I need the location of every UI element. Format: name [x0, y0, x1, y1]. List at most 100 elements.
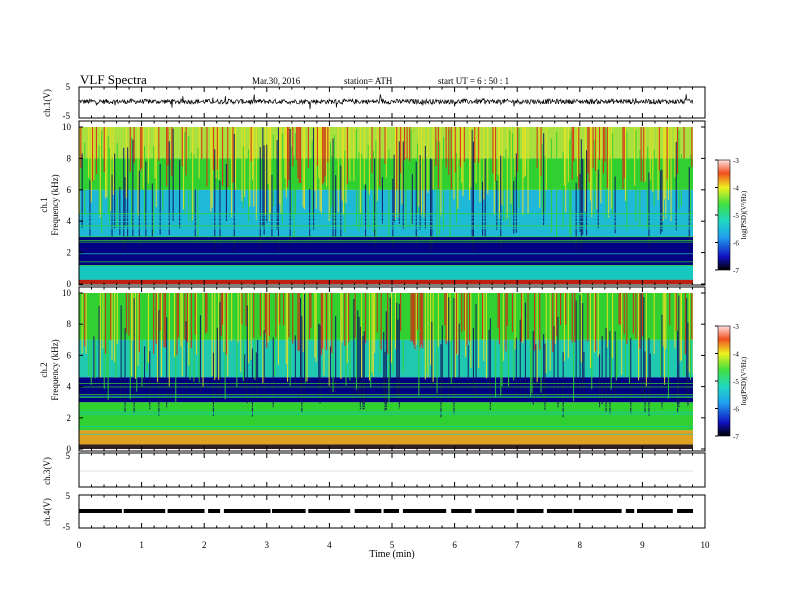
spec-streak [619, 293, 621, 325]
spec-streak [374, 158, 376, 247]
spec-streak [424, 145, 426, 230]
spec-streak [435, 127, 437, 167]
spec-streak [580, 139, 582, 249]
spec-streak [680, 293, 682, 361]
spec-streak [493, 127, 495, 215]
spec-streak [197, 147, 199, 237]
spec-streak [532, 331, 534, 405]
spec-streak [639, 149, 641, 227]
spec-streak [326, 127, 328, 187]
spec-streak [545, 293, 547, 373]
spec-streak [662, 293, 664, 347]
spec-streak [353, 299, 355, 401]
spec-streak [114, 293, 116, 363]
spec-streak [437, 293, 439, 347]
spec-streak [166, 127, 168, 187]
spec-streak [266, 144, 268, 223]
spec-streak [385, 311, 387, 410]
spec-streak [628, 304, 630, 384]
spec-streak [245, 293, 247, 326]
spec-line [79, 228, 693, 230]
spec-streak [614, 331, 616, 399]
spec-streak [319, 127, 321, 211]
spec-streak [501, 127, 503, 205]
spec-streak [419, 155, 421, 230]
spec-streak [137, 127, 139, 217]
spec-streak [409, 127, 411, 162]
spec-streak [368, 293, 370, 381]
spec-streak [300, 297, 302, 390]
spec-streak [426, 299, 428, 374]
spec-streak [171, 127, 173, 176]
spec-streak [461, 127, 463, 183]
spec-streak [427, 127, 429, 193]
spec-streak [632, 293, 634, 334]
spec-streak [284, 127, 286, 179]
spec-streak [371, 293, 373, 373]
freq-tick-label: 6 [67, 350, 72, 360]
spec-streak [259, 293, 261, 336]
start-time-label: start UT = 6 : 50 : 1 [438, 76, 509, 86]
ch4-segment [354, 509, 382, 513]
spec-streak [320, 293, 322, 355]
ch4-segment [308, 509, 351, 513]
spec-streak [277, 293, 279, 365]
spec-streak [483, 127, 485, 200]
spec-streak [417, 293, 419, 330]
spec-streak [444, 293, 446, 326]
spec-streak [241, 127, 243, 202]
spec-streak [354, 293, 356, 338]
spec-streak [268, 127, 270, 222]
spec-streak [88, 127, 90, 178]
spec-streak [622, 127, 624, 189]
spec-streak [181, 127, 183, 167]
spec-streak [593, 140, 595, 215]
spec-streak [335, 316, 337, 392]
spec-streak [665, 293, 667, 349]
spec-streak [132, 139, 134, 240]
spec-streak [644, 127, 646, 182]
spec-streak [472, 327, 474, 394]
spec-streak [597, 293, 599, 357]
spec-line [79, 261, 693, 263]
spec-streak [153, 146, 155, 235]
spec-streak [511, 293, 513, 333]
spec-streak [653, 293, 655, 354]
spec-streak [449, 129, 451, 236]
spec-streak [103, 312, 105, 389]
spec-streak [255, 127, 257, 220]
spec-streak [463, 127, 465, 162]
freq-tick-label: 6 [67, 185, 72, 195]
spec-streak [591, 320, 593, 390]
x-axis-label: Time (min) [369, 549, 414, 560]
spec-streak [509, 130, 511, 226]
ch4-segment [516, 509, 544, 513]
spec-streak [589, 293, 591, 368]
spec-streak [505, 293, 507, 352]
spec-streak [502, 293, 504, 361]
spec-streak [94, 300, 96, 379]
spec-streak [326, 293, 328, 350]
spec-streak [212, 127, 214, 171]
spec-streak [255, 352, 257, 402]
spec-streak [522, 293, 524, 343]
spec-streak [557, 316, 559, 408]
spec-streak [107, 135, 109, 214]
spec-streak [194, 293, 196, 335]
spec-streak [85, 293, 87, 354]
spec-streak [267, 127, 269, 184]
spec-streak [591, 127, 593, 217]
spec-streak [198, 127, 200, 179]
spec-streak [166, 317, 168, 409]
spec-line [79, 226, 693, 228]
spec-streak [669, 293, 671, 325]
spec-line [79, 395, 693, 397]
spec-streak [527, 127, 529, 214]
spec-streak [518, 128, 520, 209]
spec-streak [225, 293, 227, 355]
spec-streak [89, 180, 91, 236]
spec-streak [688, 167, 690, 249]
spec-streak [300, 127, 302, 183]
spec-streak [517, 127, 519, 172]
spec-line [79, 265, 693, 266]
